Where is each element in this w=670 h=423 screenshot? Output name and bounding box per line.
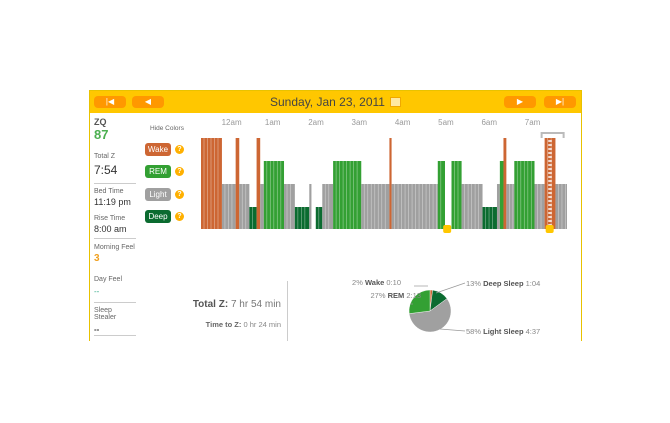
stage-bar-rem <box>499 161 504 229</box>
prev-night-button[interactable]: ◀ <box>132 96 164 108</box>
first-night-button[interactable]: |◀ <box>94 96 126 108</box>
stage-bar-light <box>496 184 500 229</box>
stage-bar-light <box>506 184 515 229</box>
stage-bar-deep <box>315 207 323 229</box>
day-feel-value: -- <box>94 287 100 296</box>
divider <box>287 281 288 341</box>
sleep-stealer-label: Sleep Stealer <box>94 307 117 321</box>
total-z-label: Total Z <box>94 153 116 160</box>
date-nav-bar: |◀ ◀ Sunday, Jan 23, 2011 ▶ ▶| <box>90 91 581 113</box>
stage-bar-light <box>260 184 264 229</box>
stage-bar-light <box>461 184 483 229</box>
divider <box>94 183 136 184</box>
stage-bar-rem <box>437 161 445 229</box>
stage-bar-deep <box>249 207 257 229</box>
pie-leader-line <box>439 328 466 332</box>
total-z-summary: Total Z: 7 hr 54 min <box>193 299 281 310</box>
legend-wake[interactable]: Wake <box>145 143 171 156</box>
stage-bar-light <box>555 184 567 229</box>
total-z-value: 7:54 <box>94 163 118 177</box>
stage-bar-light <box>221 184 236 229</box>
calendar-icon[interactable] <box>389 97 401 107</box>
pie-label-wake: 2% Wake 0:10 <box>352 278 401 287</box>
pie-label-deep: 13% Deep Sleep 1:04 <box>466 279 541 288</box>
event-marker[interactable] <box>545 225 554 233</box>
divider <box>94 335 136 336</box>
stage-bar-rem <box>451 161 462 229</box>
stage-bar-wake <box>544 138 556 229</box>
zq-block: ZQ 87 <box>94 117 136 142</box>
rise-time-value: 8:00 am <box>94 224 127 234</box>
bed-time-value: 11:19 pm <box>94 197 131 207</box>
legend-rem[interactable]: REM <box>145 165 171 178</box>
stage-bar-light <box>391 184 438 229</box>
last-night-button[interactable]: ▶| <box>544 96 576 108</box>
date-label: Sunday, Jan 23, 2011 <box>270 95 385 109</box>
help-icon[interactable]: ? <box>175 167 184 176</box>
legend-deep[interactable]: Deep <box>145 210 171 223</box>
stage-bar-light <box>239 184 250 229</box>
sleep-panel: |◀ ◀ Sunday, Jan 23, 2011 ▶ ▶| ZQ 87 Tot… <box>89 90 582 341</box>
stage-bar-light <box>322 184 334 229</box>
pie-label-light: 58% Light Sleep 4:37 <box>466 327 541 336</box>
help-icon[interactable]: ? <box>175 145 184 154</box>
stage-bar-wake <box>201 138 222 229</box>
divider <box>94 238 136 239</box>
day-feel-label: Day Feel <box>94 276 123 283</box>
stage-bar-rem <box>263 161 285 229</box>
time-to-z: Time to Z: 0 hr 24 min <box>206 320 281 329</box>
rise-time-label: Rise Time <box>94 215 126 222</box>
stage-bar-wake <box>503 138 507 229</box>
bed-time-label: Bed Time <box>94 188 124 195</box>
total-z-summary-label: Total Z: <box>192 299 229 310</box>
morning-feel-label: Morning Feel <box>94 244 135 251</box>
hypnogram-chart <box>201 132 567 333</box>
stage-bar-light <box>284 184 295 229</box>
help-icon[interactable]: ? <box>175 190 184 199</box>
stage-bar-light <box>361 184 390 229</box>
pie-leader-line <box>435 282 466 294</box>
hide-colors-link[interactable]: Hide Colors <box>150 125 184 132</box>
event-marker[interactable] <box>443 225 452 233</box>
time-to-z-label: Time to Z: <box>205 320 242 329</box>
x-tick-label: 4am <box>394 118 411 127</box>
legend-light[interactable]: Light <box>145 188 171 201</box>
stage-bar-deep <box>482 207 497 229</box>
pie-slice-rem <box>408 289 431 314</box>
time-to-z-value: 0 hr 24 min <box>243 320 281 329</box>
total-z-summary-value: 7 hr 54 min <box>230 299 281 310</box>
x-tick-label: 12am <box>221 118 242 127</box>
help-icon[interactable]: ? <box>175 212 184 221</box>
x-tick-label: 5am <box>438 118 454 127</box>
zq-label: ZQ <box>94 117 107 127</box>
divider <box>94 302 136 303</box>
stage-bar-wake <box>389 138 392 229</box>
x-tick-label: 3am <box>351 118 368 127</box>
zq-value: 87 <box>94 127 109 142</box>
alarm-window-bracket <box>540 132 565 138</box>
stage-bar-wake <box>256 138 261 229</box>
x-tick-label: 2am <box>308 118 324 127</box>
pie-label-rem: 27% REM 2:13 <box>370 291 421 300</box>
x-tick-label: 6am <box>481 118 498 127</box>
sleep-stealer-value: -- <box>94 325 100 334</box>
stage-bar-light <box>534 184 545 229</box>
stage-bar-light <box>309 184 312 229</box>
date-title: Sunday, Jan 23, 2011 <box>90 95 581 109</box>
morning-feel-value: 3 <box>94 253 100 264</box>
stage-bar-wake <box>235 138 240 229</box>
stage-bar-rem <box>333 161 362 229</box>
stage-bar-deep <box>294 207 310 229</box>
pie-slice-light-sleep <box>408 298 452 333</box>
stage-bar-rem <box>514 161 535 229</box>
x-tick-label: 1am <box>264 118 281 127</box>
next-night-button[interactable]: ▶ <box>504 96 536 108</box>
x-tick-label: 7am <box>524 118 541 127</box>
